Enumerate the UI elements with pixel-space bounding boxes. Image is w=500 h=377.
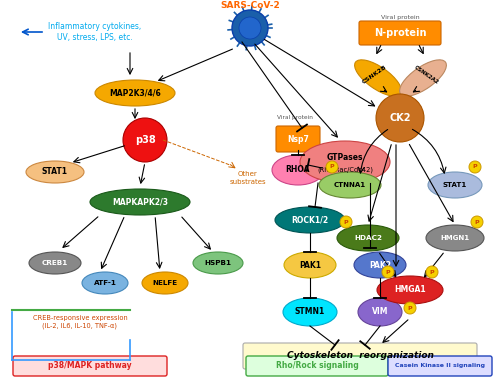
Text: Nsp7: Nsp7 — [287, 135, 309, 144]
Text: Rho/Rock signaling: Rho/Rock signaling — [276, 362, 358, 371]
Circle shape — [471, 216, 483, 228]
FancyBboxPatch shape — [359, 21, 441, 45]
Ellipse shape — [300, 141, 390, 183]
Ellipse shape — [354, 252, 406, 278]
Text: VIM: VIM — [372, 308, 388, 317]
Text: ATF-1: ATF-1 — [94, 280, 116, 286]
Text: (Rho/Rac/Cdc42): (Rho/Rac/Cdc42) — [317, 167, 373, 173]
Circle shape — [326, 161, 338, 173]
Text: PAK2: PAK2 — [369, 261, 391, 270]
Circle shape — [340, 216, 352, 228]
Text: Other
substrates: Other substrates — [230, 172, 266, 184]
Ellipse shape — [337, 225, 399, 251]
Circle shape — [469, 161, 481, 173]
Ellipse shape — [377, 276, 443, 304]
Ellipse shape — [82, 272, 128, 294]
FancyBboxPatch shape — [388, 356, 492, 376]
Text: CREB-responsive expression
(IL-2, IL6, IL-10, TNF-α): CREB-responsive expression (IL-2, IL6, I… — [32, 315, 128, 329]
Circle shape — [404, 302, 416, 314]
Text: Casein Kinase II signaling: Casein Kinase II signaling — [395, 363, 485, 368]
Ellipse shape — [142, 272, 188, 294]
Text: Viral protein: Viral protein — [277, 115, 313, 121]
FancyBboxPatch shape — [243, 343, 477, 369]
Circle shape — [376, 94, 424, 142]
Text: GTPases: GTPases — [327, 153, 363, 162]
Circle shape — [232, 10, 268, 46]
Ellipse shape — [358, 298, 402, 326]
Circle shape — [382, 266, 394, 278]
Text: CTNNA1: CTNNA1 — [334, 182, 366, 188]
FancyBboxPatch shape — [276, 126, 320, 152]
Text: CSNK2B: CSNK2B — [362, 65, 388, 85]
Text: HMGN1: HMGN1 — [440, 235, 470, 241]
Text: STAT1: STAT1 — [42, 167, 68, 176]
Ellipse shape — [400, 60, 446, 96]
Ellipse shape — [428, 172, 482, 198]
Ellipse shape — [284, 252, 336, 278]
Text: Cytoskeleton  reorganization: Cytoskeleton reorganization — [286, 351, 434, 360]
Text: PAK1: PAK1 — [299, 261, 321, 270]
Text: STAT1: STAT1 — [443, 182, 467, 188]
Circle shape — [239, 17, 261, 39]
Text: P: P — [386, 270, 390, 274]
Text: Inflammatory cytokines,
UV, stress, LPS, etc.: Inflammatory cytokines, UV, stress, LPS,… — [48, 22, 142, 42]
Ellipse shape — [426, 225, 484, 251]
Ellipse shape — [95, 80, 175, 106]
FancyBboxPatch shape — [246, 356, 388, 376]
Text: HSPB1: HSPB1 — [204, 260, 232, 266]
Text: SARS-CoV-2: SARS-CoV-2 — [220, 2, 280, 11]
Text: STMN1: STMN1 — [295, 308, 325, 317]
Ellipse shape — [319, 172, 381, 198]
Ellipse shape — [275, 207, 345, 233]
Text: p38/MAPK pathway: p38/MAPK pathway — [48, 362, 132, 371]
Text: P: P — [408, 305, 412, 311]
Ellipse shape — [193, 252, 243, 274]
Ellipse shape — [90, 189, 190, 215]
Text: P: P — [474, 219, 480, 224]
Ellipse shape — [26, 161, 84, 183]
Text: NELFE: NELFE — [152, 280, 178, 286]
Ellipse shape — [283, 298, 337, 326]
Text: MAP2K3/4/6: MAP2K3/4/6 — [109, 89, 161, 98]
Text: ROCK1/2: ROCK1/2 — [292, 216, 329, 224]
Circle shape — [426, 266, 438, 278]
Text: CK2: CK2 — [389, 113, 411, 123]
Text: N-protein: N-protein — [374, 28, 426, 38]
Text: p38: p38 — [134, 135, 156, 145]
Text: RHOA: RHOA — [286, 166, 310, 175]
Text: P: P — [472, 164, 478, 170]
Text: MAPKAPK2/3: MAPKAPK2/3 — [112, 198, 168, 207]
Text: Viral protein: Viral protein — [380, 15, 420, 20]
Ellipse shape — [272, 155, 324, 185]
Ellipse shape — [354, 60, 402, 96]
Text: HMGA1: HMGA1 — [394, 285, 426, 294]
Text: P: P — [344, 219, 348, 224]
Text: CSNK2A2: CSNK2A2 — [413, 65, 439, 85]
Text: HDAC2: HDAC2 — [354, 235, 382, 241]
Text: P: P — [430, 270, 434, 274]
Text: CREB1: CREB1 — [42, 260, 68, 266]
FancyBboxPatch shape — [13, 356, 167, 376]
Ellipse shape — [29, 252, 81, 274]
Text: P: P — [330, 164, 334, 170]
Circle shape — [123, 118, 167, 162]
